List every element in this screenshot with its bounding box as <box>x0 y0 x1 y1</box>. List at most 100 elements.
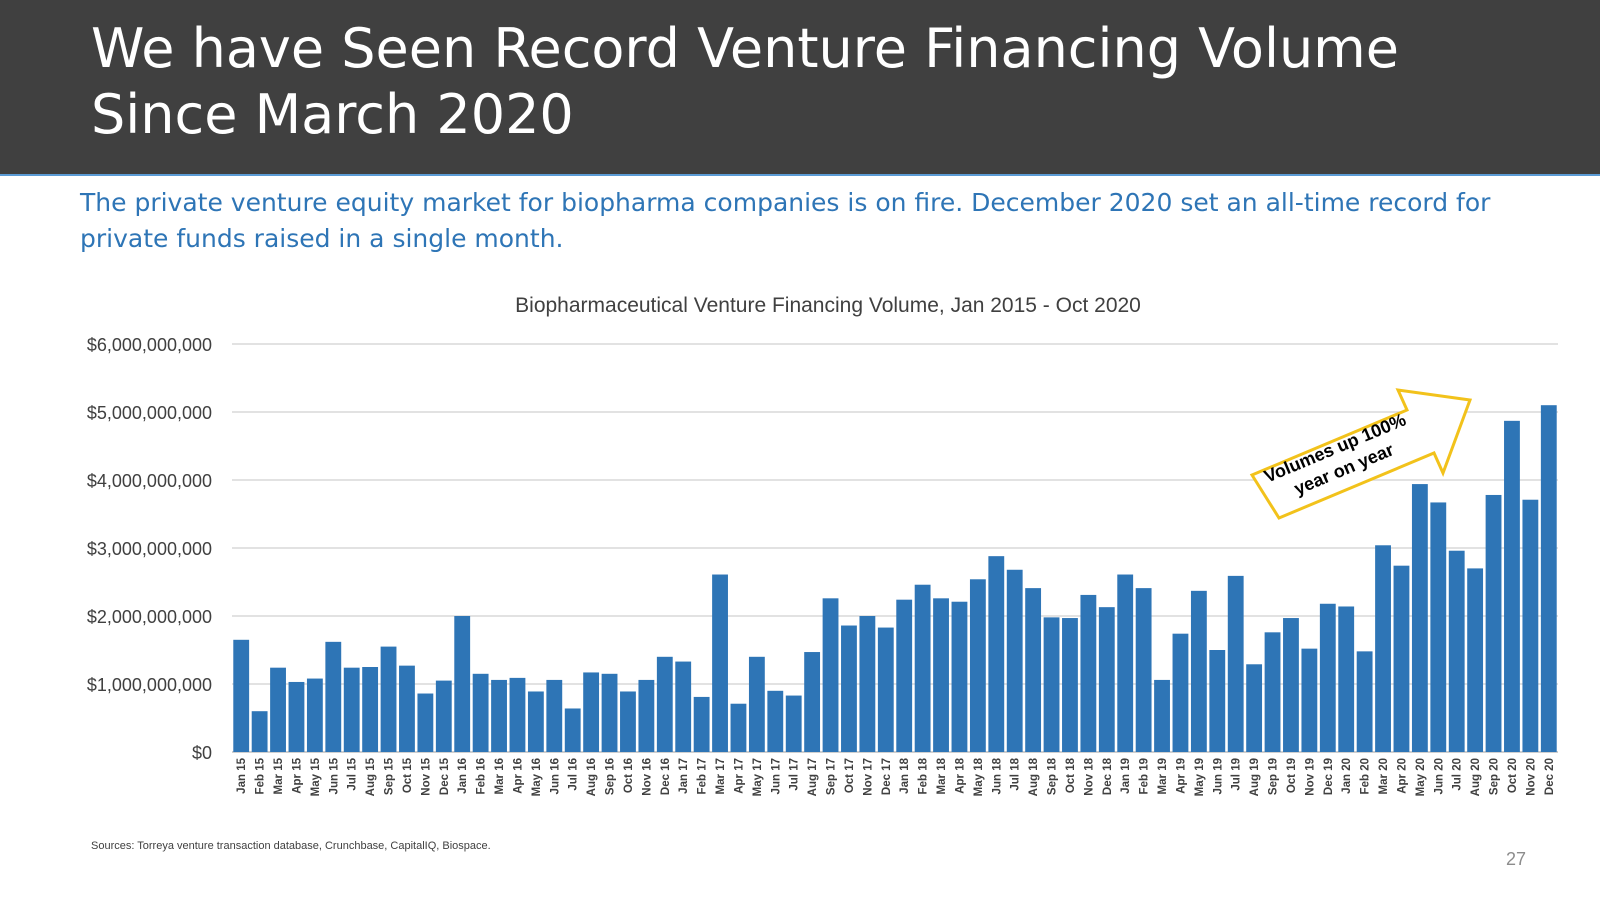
bar <box>251 711 268 752</box>
y-tick-label: $4,000,000,000 <box>87 471 212 491</box>
bar <box>233 639 250 752</box>
bar <box>804 652 821 752</box>
x-tick-label: Oct 17 <box>844 758 856 793</box>
x-tick-label: Nov 18 <box>1083 757 1095 795</box>
y-tick-label: $6,000,000,000 <box>87 335 212 355</box>
x-tick-label: Apr 17 <box>733 758 745 794</box>
bar <box>1283 618 1299 752</box>
x-tick-label: Nov 20 <box>1525 758 1537 796</box>
x-tick-label: Jan 16 <box>457 758 469 794</box>
bar <box>435 680 452 752</box>
bar <box>601 673 618 752</box>
bar <box>896 599 913 752</box>
bar <box>1264 632 1281 752</box>
x-tick-label: Jun 19 <box>1212 758 1224 794</box>
bar <box>546 679 563 752</box>
x-tick-label: Dec 16 <box>660 758 672 795</box>
bar <box>1043 617 1060 752</box>
x-tick-label: Jul 20 <box>1452 758 1464 791</box>
bar <box>270 667 286 752</box>
x-tick-label: Mar 18 <box>936 757 948 794</box>
x-tick-label: Oct 16 <box>623 758 635 793</box>
bar <box>1467 568 1484 752</box>
bar <box>1375 545 1391 752</box>
bar <box>969 579 986 752</box>
y-tick-label: $0 <box>192 743 212 763</box>
bar <box>1540 405 1557 752</box>
x-tick-label: Nov 19 <box>1304 758 1316 796</box>
bar <box>288 681 305 752</box>
y-tick-label: $2,000,000,000 <box>87 607 212 627</box>
bar <box>1080 594 1097 752</box>
bar <box>933 598 949 752</box>
x-tick-label: Jan 19 <box>1120 758 1132 794</box>
x-tick-label: Jul 17 <box>789 758 801 791</box>
bar <box>1098 607 1115 752</box>
bar <box>1411 484 1428 752</box>
bar <box>343 667 360 752</box>
x-tick-label: Nov 17 <box>862 758 874 796</box>
x-tick-label: Sep 18 <box>1047 757 1059 795</box>
bar <box>325 641 342 752</box>
bar <box>380 646 397 752</box>
bar <box>1135 588 1152 752</box>
bar <box>693 696 710 752</box>
x-tick-label: Sep 17 <box>826 758 838 795</box>
x-tick-label: Feb 16 <box>476 758 488 794</box>
bar <box>914 584 931 752</box>
x-tick-label: Jun 15 <box>328 757 340 794</box>
x-tick-label: Jan 15 <box>236 757 248 793</box>
x-tick-label: Feb 19 <box>1139 758 1151 794</box>
x-tick-label: Apr 20 <box>1396 758 1408 794</box>
bar <box>675 661 692 752</box>
x-tick-label: Dec 19 <box>1323 758 1335 795</box>
bar <box>509 677 526 752</box>
bar <box>1448 550 1465 752</box>
bar <box>1393 565 1410 752</box>
x-tick-label: Feb 17 <box>697 758 709 794</box>
x-tick-label: May 18 <box>973 757 985 796</box>
bars <box>233 405 1557 752</box>
x-tick-label: Apr 16 <box>512 758 524 794</box>
bar <box>785 695 802 752</box>
x-tick-label: Mar 20 <box>1378 758 1390 794</box>
bar <box>748 656 765 752</box>
x-tick-label: Jul 19 <box>1231 758 1243 791</box>
x-tick-label: Mar 19 <box>1157 758 1169 794</box>
bar <box>564 708 581 752</box>
bar <box>1062 618 1078 752</box>
bar <box>1172 633 1189 752</box>
x-tick-label: Jan 20 <box>1341 758 1353 794</box>
x-tick-label: Mar 15 <box>273 757 285 794</box>
x-tick-label: Aug 16 <box>586 758 598 796</box>
x-tick-label: Dec 18 <box>1102 757 1114 795</box>
x-tick-label: Apr 19 <box>1175 758 1187 794</box>
x-tick-label: Aug 20 <box>1470 758 1482 796</box>
bar <box>1356 651 1373 752</box>
bar <box>1246 664 1263 752</box>
x-tick-label: Dec 20 <box>1544 758 1556 795</box>
x-tick-label: Jun 17 <box>770 758 782 794</box>
x-tick-label: Apr 15 <box>291 757 303 793</box>
bar <box>1485 494 1502 752</box>
bar <box>1338 606 1355 752</box>
x-tick-label: Mar 16 <box>494 758 506 794</box>
yellow-arrow-shape <box>1249 388 1473 520</box>
x-tick-label: Feb 18 <box>918 757 930 794</box>
x-tick-label: Aug 17 <box>807 758 819 796</box>
bar <box>730 703 747 752</box>
bar <box>527 691 544 752</box>
x-tick-label: May 15 <box>310 757 322 796</box>
x-tick-label: May 17 <box>752 758 764 796</box>
x-axis-tick-labels: Jan 15 Feb 15 Mar 15 Apr 15 May 15 Jun 15 Jul … <box>236 757 1556 796</box>
x-tick-label: Aug 19 <box>1249 758 1261 796</box>
bar <box>951 601 968 752</box>
x-tick-label: Jan 17 <box>678 758 690 794</box>
x-tick-label: Feb 15 <box>255 757 267 794</box>
slide-title: We have Seen Record Venture Financing Vo… <box>91 17 1399 146</box>
bar <box>1430 502 1447 752</box>
y-tick-label: $3,000,000,000 <box>87 539 212 559</box>
title-bar: We have Seen Record Venture Financing Vo… <box>0 0 1600 176</box>
x-tick-label: Oct 15 <box>402 757 414 793</box>
